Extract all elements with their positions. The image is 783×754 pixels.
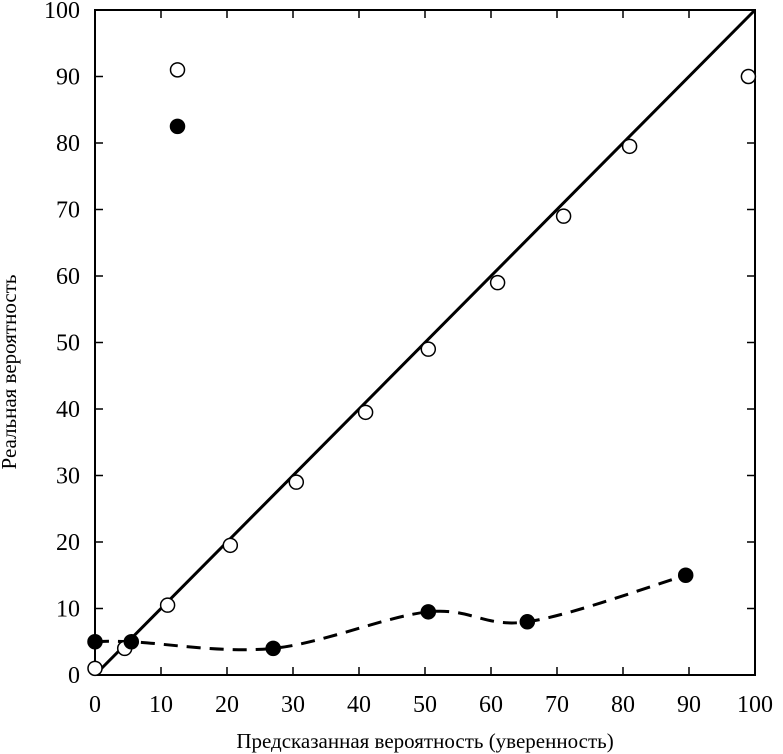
- open-data-point: [740, 68, 757, 85]
- x-tick-label: 40: [347, 692, 371, 718]
- filled-data-point: [519, 614, 536, 630]
- y-tick-label: 0: [68, 663, 80, 689]
- y-tick-label: 30: [56, 464, 80, 490]
- filled-data-point: [420, 604, 437, 620]
- y-tick-label: 100: [44, 0, 80, 24]
- y-tick-label: 10: [56, 597, 80, 623]
- filled-data-point: [677, 567, 694, 583]
- x-tick-label: 90: [677, 692, 701, 718]
- open-data-point: [555, 208, 572, 224]
- open-data-point: [222, 537, 239, 554]
- data-points-group: [87, 62, 757, 677]
- open-data-point: [288, 474, 305, 490]
- y-tick-label: 20: [56, 530, 80, 556]
- open-data-point: [169, 62, 186, 78]
- axis-ticks: 0 10 20 30 40 50 60 70 80 90 100 0 10 20 30 40 50 60 70 80 9…: [44, 0, 773, 718]
- x-axis-label: Предсказанная вероятность (уверенность): [236, 729, 613, 753]
- filled-data-point: [87, 634, 103, 650]
- x-tick-label: 80: [611, 692, 635, 718]
- x-tick-label: 100: [737, 692, 773, 718]
- y-tick-label: 90: [56, 65, 80, 91]
- trend-line-group: [94, 573, 687, 652]
- filled-data-point: [265, 640, 281, 657]
- filled-data-point: [169, 118, 186, 135]
- open-data-point: [489, 274, 506, 291]
- y-tick-label: 50: [56, 331, 80, 357]
- y-tick-label: 40: [56, 397, 80, 423]
- filled-data-point: [123, 634, 140, 650]
- y-tick-label: 80: [56, 131, 80, 157]
- x-tick-label: 0: [89, 692, 101, 718]
- trend-line: [94, 573, 687, 652]
- y-tick-label: 60: [56, 264, 80, 290]
- x-tick-label: 30: [281, 692, 305, 718]
- x-tick-label: 20: [215, 692, 239, 718]
- x-tick-label: 10: [149, 692, 173, 718]
- y-tick-label: 70: [56, 198, 80, 224]
- x-tick-label: 70: [545, 692, 569, 718]
- open-data-point: [420, 341, 437, 357]
- x-tick-label: 50: [413, 692, 437, 718]
- open-data-point: [357, 404, 374, 421]
- y-axis-label: Реальная вероятность: [0, 275, 21, 470]
- open-data-point: [87, 660, 103, 677]
- open-data-point: [159, 597, 176, 613]
- x-tick-label: 60: [479, 692, 503, 718]
- open-data-point: [621, 138, 638, 155]
